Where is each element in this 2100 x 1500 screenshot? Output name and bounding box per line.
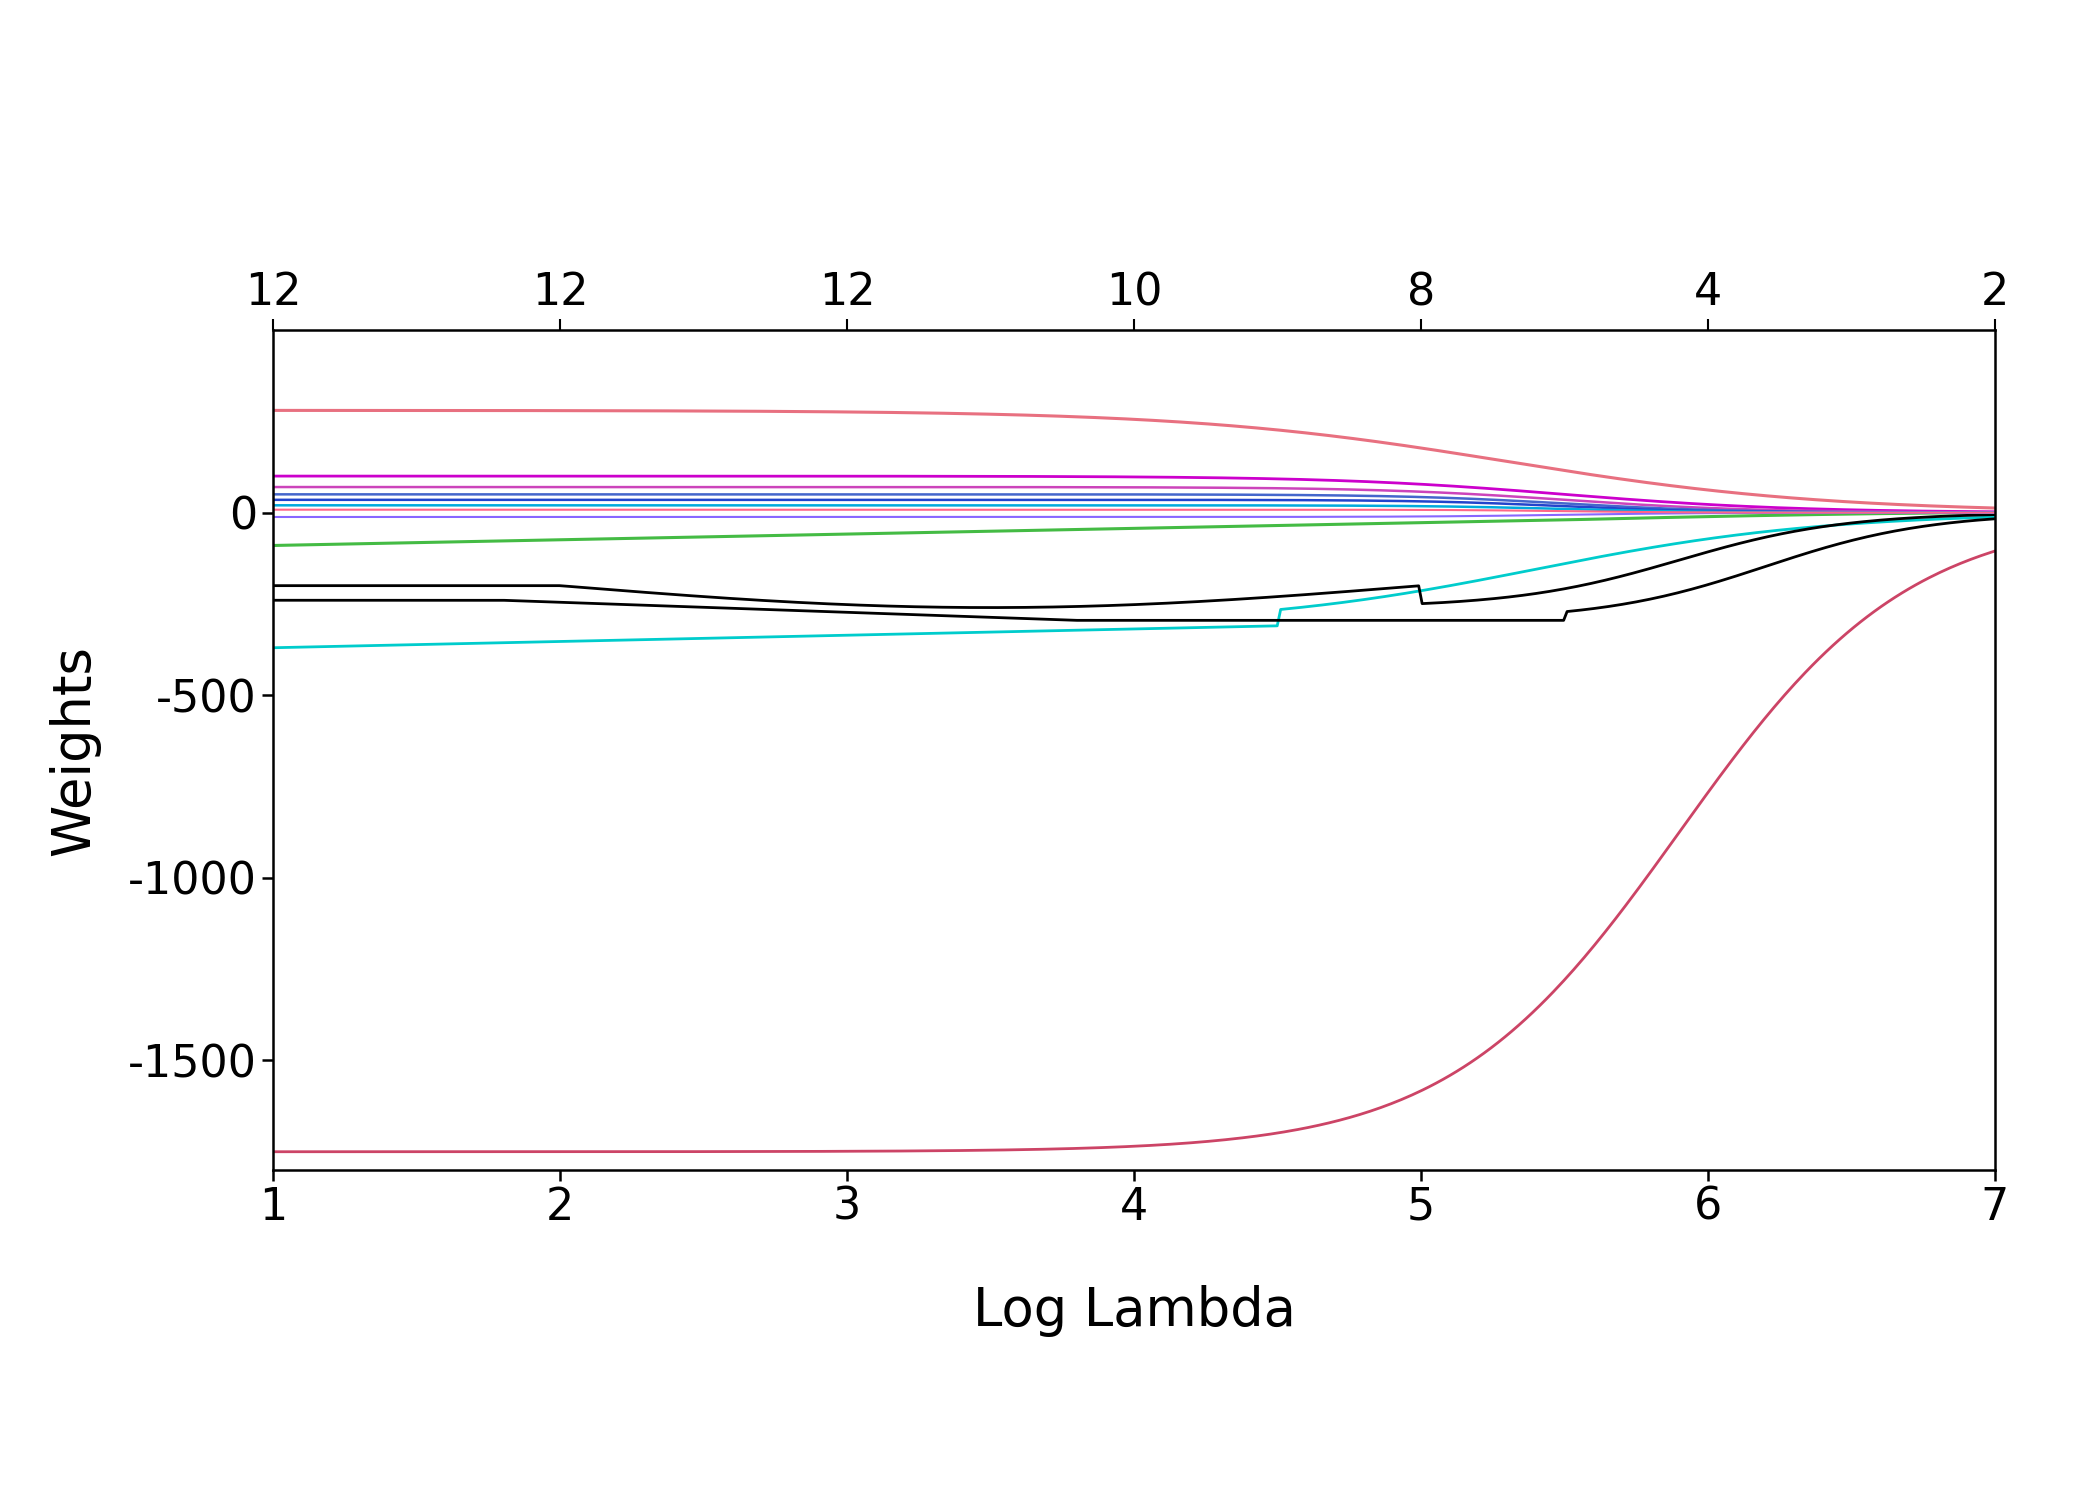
X-axis label: Log Lambda: Log Lambda: [972, 1284, 1296, 1336]
Y-axis label: Weights: Weights: [48, 645, 101, 855]
